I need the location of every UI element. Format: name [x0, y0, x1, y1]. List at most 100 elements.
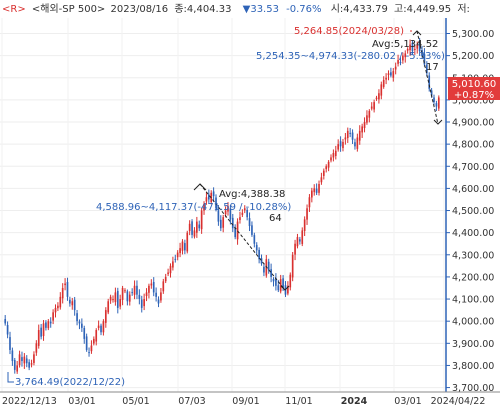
candle-body [16, 365, 19, 372]
candle-body [42, 323, 45, 337]
candle-body [143, 299, 145, 307]
range-annotation-2: Avg:5,134.52 5,254.35~4,974.33(-280.02 /… [256, 30, 445, 125]
y-tick-label: 4,500.00 [452, 206, 494, 217]
candle-body [246, 209, 248, 218]
range-line-2 [416, 30, 439, 125]
candle-body [95, 330, 98, 342]
candle-body [181, 241, 184, 251]
x-tick-label: 2022/12/13 [2, 396, 57, 407]
candles-layer [4, 37, 440, 374]
low-label: 3,764.49(2022/12/22) [15, 377, 125, 388]
range-start-marker-2 [412, 30, 422, 36]
candle-body [258, 249, 260, 260]
candle-body [114, 292, 117, 303]
candle-body [358, 130, 361, 141]
candle-body [253, 235, 256, 244]
candle-body [64, 283, 66, 286]
candle-body [325, 166, 328, 170]
y-tick-label: 4,700.00 [452, 162, 494, 173]
candle-body [145, 292, 148, 297]
candle-body [131, 292, 134, 294]
candle-body [155, 292, 157, 297]
candle-body [184, 243, 186, 251]
candle-body [188, 223, 191, 232]
candle-body [167, 272, 169, 275]
candle-body [263, 266, 265, 273]
candle-body [227, 206, 229, 212]
candle-body [203, 203, 205, 211]
candle-body [330, 157, 332, 161]
candle-body [217, 210, 220, 222]
candle-body [172, 261, 174, 268]
candle-body [289, 274, 292, 288]
candle-body [243, 208, 246, 211]
candle-body [119, 299, 122, 307]
candle-body [267, 261, 270, 271]
y-tick-label: 3,800.00 [452, 361, 494, 372]
candle-body [430, 90, 433, 96]
candle-body [157, 299, 160, 304]
candle-body [373, 102, 375, 110]
header-change-pct: -0.76% [286, 4, 321, 15]
x-tick-label: 2024 [341, 396, 368, 407]
range-label-1: 4,588.96~4,117.37(-471.59 / -10.28%) [96, 202, 291, 213]
x-tick-label: 03/01 [68, 396, 95, 407]
candle-body [193, 230, 196, 237]
header-open: 시:4,433.79 [331, 3, 388, 15]
y-tick-label: 4,600.00 [452, 184, 494, 195]
candle-body [277, 285, 280, 291]
x-axis: 2022/12/13 03/01 05/01 07/03 09/01 11/01 2024 0… [2, 396, 485, 407]
candle-body [337, 144, 340, 150]
candle-body [88, 352, 90, 354]
header-change: ▼33.53 [243, 4, 279, 15]
candle-body [109, 296, 112, 301]
y-tick-label: 4,000.00 [452, 317, 494, 328]
candle-body [121, 287, 124, 300]
candle-body [394, 66, 397, 70]
candle-body [287, 285, 289, 294]
candle-body [136, 285, 138, 295]
candle-body [351, 132, 354, 140]
y-tick-label: 4,900.00 [452, 118, 494, 129]
current-price-tag: 5,010.60 +0.87% [448, 77, 500, 101]
candle-body [33, 354, 35, 363]
candle-body [346, 130, 349, 139]
candle-body [296, 237, 299, 247]
candle-body [90, 345, 93, 352]
y-tick-label: 4,300.00 [452, 250, 494, 261]
candle-body [73, 299, 76, 311]
x-tick-label: 09/01 [232, 396, 259, 407]
y-tick-label: 4,800.00 [452, 140, 494, 151]
range-line-1 [199, 183, 286, 291]
count-label-1: 64 [269, 213, 282, 224]
candle-body [57, 305, 59, 309]
candle-body [179, 248, 181, 254]
low-annotation: 3,764.49(2022/12/22) [7, 372, 125, 388]
x-tick-label: 03/01 [394, 396, 421, 407]
candle-body [150, 283, 153, 286]
candle-body [138, 294, 141, 300]
candle-body [306, 208, 308, 220]
x-tick-label: 07/03 [178, 396, 205, 407]
range-end-marker-1 [280, 285, 290, 291]
candle-body [18, 354, 21, 366]
y-tick-label: 4,200.00 [452, 272, 494, 283]
candle-body [404, 53, 407, 58]
candle-body [45, 322, 47, 328]
candle-body [30, 363, 33, 365]
candle-body [71, 301, 74, 306]
candle-body [231, 217, 234, 229]
candle-body [116, 290, 119, 308]
candle-body [6, 324, 9, 335]
candle-body [239, 217, 241, 221]
candle-body [342, 141, 344, 149]
y-tick-label: 5,000.00 [452, 95, 494, 106]
candle-body [375, 97, 378, 100]
candle-body [81, 323, 83, 328]
candle-body [236, 221, 239, 240]
candle-body [299, 239, 301, 242]
candle-body [164, 276, 167, 282]
candle-body [76, 313, 78, 322]
range-label-2: 5,254.35~4,974.33(-280.02 / -5.33%) [256, 51, 445, 62]
